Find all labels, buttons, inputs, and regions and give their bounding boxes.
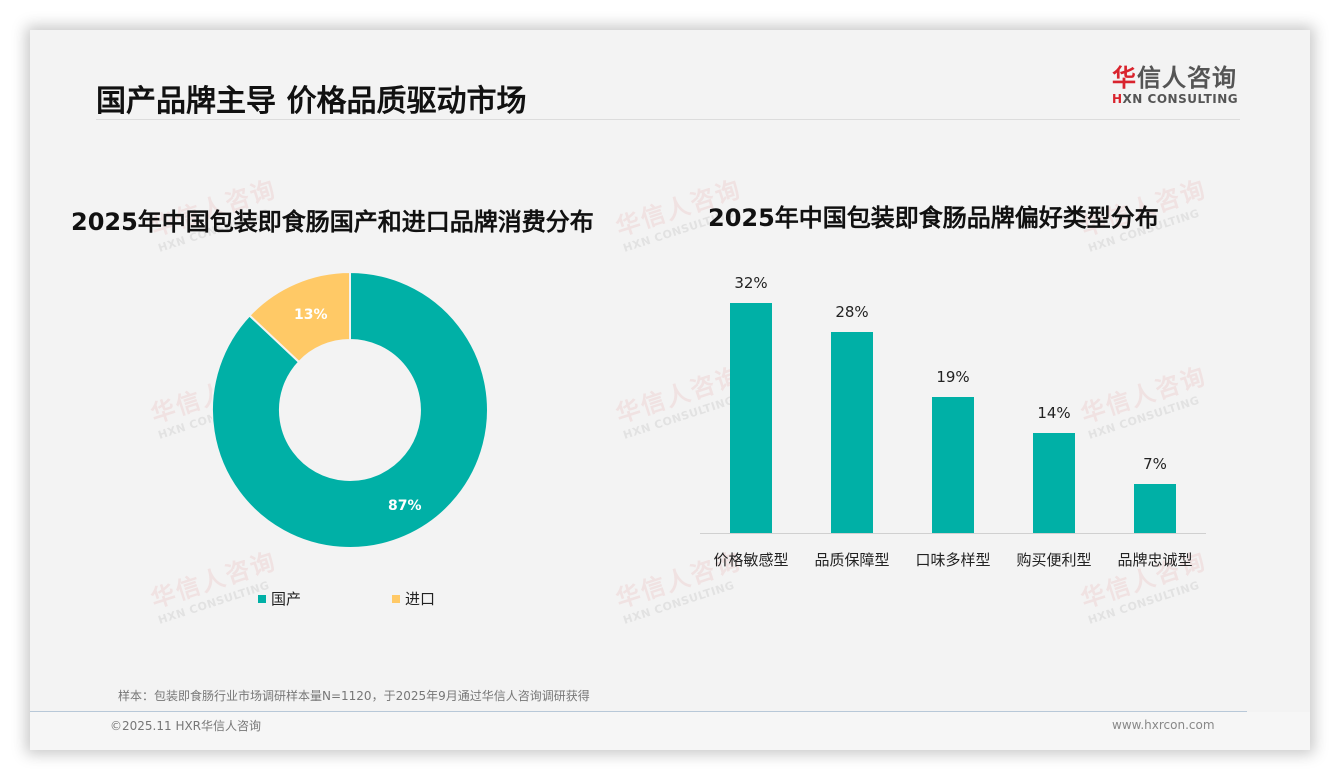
donut-slice-imported bbox=[248, 270, 351, 364]
bar-category-label: 价格敏感型 bbox=[713, 551, 789, 569]
bar-value: 28% bbox=[835, 303, 869, 321]
legend-label: 国产 bbox=[271, 590, 302, 608]
bar-value: 19% bbox=[936, 368, 970, 386]
bar-category-label: 品质保障型 bbox=[814, 551, 890, 569]
footer-band bbox=[30, 712, 1310, 750]
legend-swatch-teal bbox=[258, 594, 266, 603]
logo-cn-text: 华信人咨询 bbox=[1112, 64, 1237, 92]
legend-item-imported: 进口 bbox=[392, 588, 435, 609]
bar bbox=[730, 303, 772, 533]
copyright-text: ©2025.11 HXR华信人咨询 bbox=[110, 719, 262, 733]
bar bbox=[932, 397, 974, 533]
bar bbox=[831, 332, 873, 533]
legend-label: 进口 bbox=[405, 590, 436, 608]
website-link[interactable]: www.hxrcon.com bbox=[1112, 718, 1215, 732]
donut-slice-domestic bbox=[210, 270, 489, 549]
bar-category-label: 品牌忠诚型 bbox=[1117, 551, 1193, 569]
bar-category-label: 口味多样型 bbox=[915, 551, 991, 569]
donut-label-imported: 13% bbox=[294, 307, 328, 323]
bar-chart: 32% 价格敏感型 28% 品质保障型 19% 口味多样型 14% 购买便利型 … bbox=[700, 270, 1206, 610]
logo-en-text: HXN CONSULTING bbox=[1112, 92, 1239, 106]
sample-note: 样本：包装即食肠行业市场调研样本量N=1120，于2025年9月通过华信人咨询调… bbox=[118, 689, 590, 703]
title-divider bbox=[96, 119, 1240, 120]
slide-card: 华信人咨询 HXN CONSULTING 华信人咨询 HXN CONSULTING … bbox=[30, 30, 1310, 750]
legend-item-domestic: 国产 bbox=[258, 588, 301, 609]
donut-chart: 13% 87% bbox=[210, 270, 489, 549]
brand-logo: 华信人咨询 HXN CONSULTING bbox=[1112, 65, 1242, 111]
donut-svg bbox=[210, 270, 489, 549]
bar-value: 14% bbox=[1037, 404, 1071, 422]
bar-category-label: 购买便利型 bbox=[1016, 551, 1092, 569]
footer-divider bbox=[30, 711, 1247, 712]
x-axis-line bbox=[700, 533, 1206, 534]
bar-value: 32% bbox=[734, 274, 768, 292]
page-title: 国产品牌主导 价格品质驱动市场 bbox=[96, 84, 527, 119]
bar-chart-title: 2025年中国包装即食肠品牌偏好类型分布 bbox=[708, 204, 1159, 232]
bar bbox=[1134, 484, 1176, 533]
legend-swatch-yellow bbox=[392, 594, 400, 603]
bar-value: 7% bbox=[1143, 455, 1167, 473]
donut-chart-title: 2025年中国包装即食肠国产和进口品牌消费分布 bbox=[71, 208, 594, 236]
donut-label-domestic: 87% bbox=[388, 498, 422, 514]
bar bbox=[1033, 433, 1075, 533]
